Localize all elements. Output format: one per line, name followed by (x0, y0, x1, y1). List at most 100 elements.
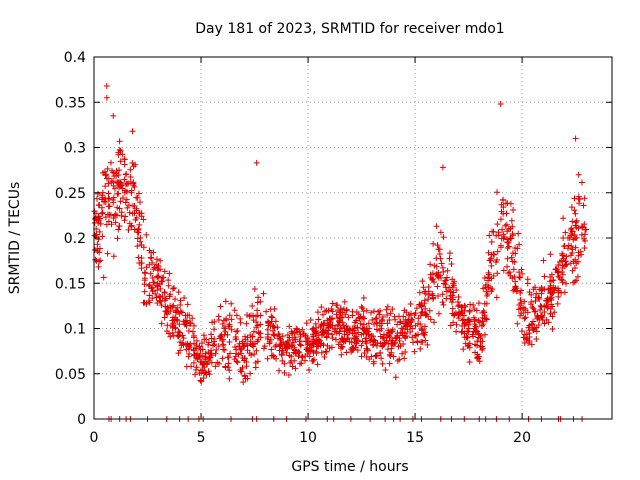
data-point (563, 253, 570, 260)
data-point (429, 275, 436, 282)
data-point (226, 339, 233, 346)
data-point (426, 307, 433, 314)
data-point (401, 330, 408, 337)
data-point (494, 248, 501, 255)
data-point (583, 226, 590, 233)
data-point (234, 328, 241, 335)
data-point (161, 268, 168, 275)
data-point (213, 346, 220, 353)
data-point (515, 230, 522, 237)
data-point (475, 300, 482, 307)
data-point (429, 290, 436, 297)
data-point (336, 328, 343, 335)
data-point (386, 317, 393, 324)
data-point (403, 309, 410, 316)
data-point (202, 369, 209, 376)
data-point (400, 313, 407, 320)
data-point (370, 336, 377, 343)
data-point (319, 311, 326, 318)
data-point (104, 250, 111, 257)
data-point (404, 326, 411, 333)
data-point (343, 349, 350, 356)
data-point (156, 297, 163, 304)
data-point (308, 344, 315, 351)
data-point (336, 318, 343, 325)
data-point (99, 189, 106, 196)
data-point (140, 216, 147, 223)
data-point (349, 308, 356, 315)
data-point (318, 304, 325, 311)
data-point (111, 185, 118, 192)
data-point (191, 352, 198, 359)
data-point (469, 331, 476, 338)
data-point (164, 311, 171, 318)
data-point (219, 321, 226, 328)
data-point (254, 299, 261, 306)
data-point (217, 303, 224, 310)
data-point (119, 151, 126, 158)
data-point (522, 314, 529, 321)
data-point (310, 340, 317, 347)
data-point (556, 274, 563, 281)
data-point (385, 340, 392, 347)
data-point (126, 209, 133, 216)
y-tick-label: 0.25 (55, 186, 86, 202)
data-point (353, 317, 360, 324)
data-point (170, 320, 177, 327)
data-point (407, 301, 414, 308)
data-point (146, 281, 153, 288)
data-point (384, 346, 391, 353)
data-point (165, 282, 172, 289)
data-point (212, 363, 219, 370)
data-point (507, 200, 514, 207)
data-point (312, 320, 319, 327)
data-point (103, 94, 110, 101)
data-point (210, 342, 217, 349)
data-point (130, 202, 137, 209)
data-point (328, 306, 335, 313)
data-point (154, 287, 161, 294)
data-point (461, 302, 468, 309)
data-point (464, 334, 471, 341)
data-point (251, 351, 258, 358)
data-point (192, 371, 199, 378)
data-point (549, 326, 556, 333)
data-point (418, 303, 425, 310)
data-point (253, 324, 260, 331)
data-point (358, 353, 365, 360)
data-point (147, 270, 154, 277)
data-point (516, 274, 523, 281)
data-point (100, 198, 107, 205)
data-point (291, 357, 298, 364)
data-point (106, 195, 113, 202)
data-point (296, 338, 303, 345)
data-point (306, 366, 313, 373)
data-point (122, 199, 129, 206)
data-point (407, 310, 414, 317)
data-point (572, 219, 579, 226)
data-point (142, 270, 149, 277)
data-point (281, 369, 288, 376)
data-point (244, 312, 251, 319)
data-point (160, 274, 167, 281)
data-point (551, 309, 558, 316)
data-point (465, 328, 472, 335)
data-point (420, 284, 427, 291)
data-point (143, 264, 150, 271)
data-point (226, 375, 233, 382)
data-point (95, 202, 102, 209)
data-point (152, 290, 159, 297)
data-point (199, 353, 206, 360)
data-point (379, 316, 386, 323)
data-point (556, 258, 563, 265)
data-point (384, 320, 391, 327)
data-point (490, 272, 497, 279)
data-point (253, 319, 260, 326)
data-point (307, 316, 314, 323)
data-point (95, 258, 102, 265)
data-point (121, 161, 128, 168)
data-point (489, 228, 496, 235)
data-point (427, 261, 434, 268)
data-point (495, 229, 502, 236)
data-point (108, 221, 115, 228)
